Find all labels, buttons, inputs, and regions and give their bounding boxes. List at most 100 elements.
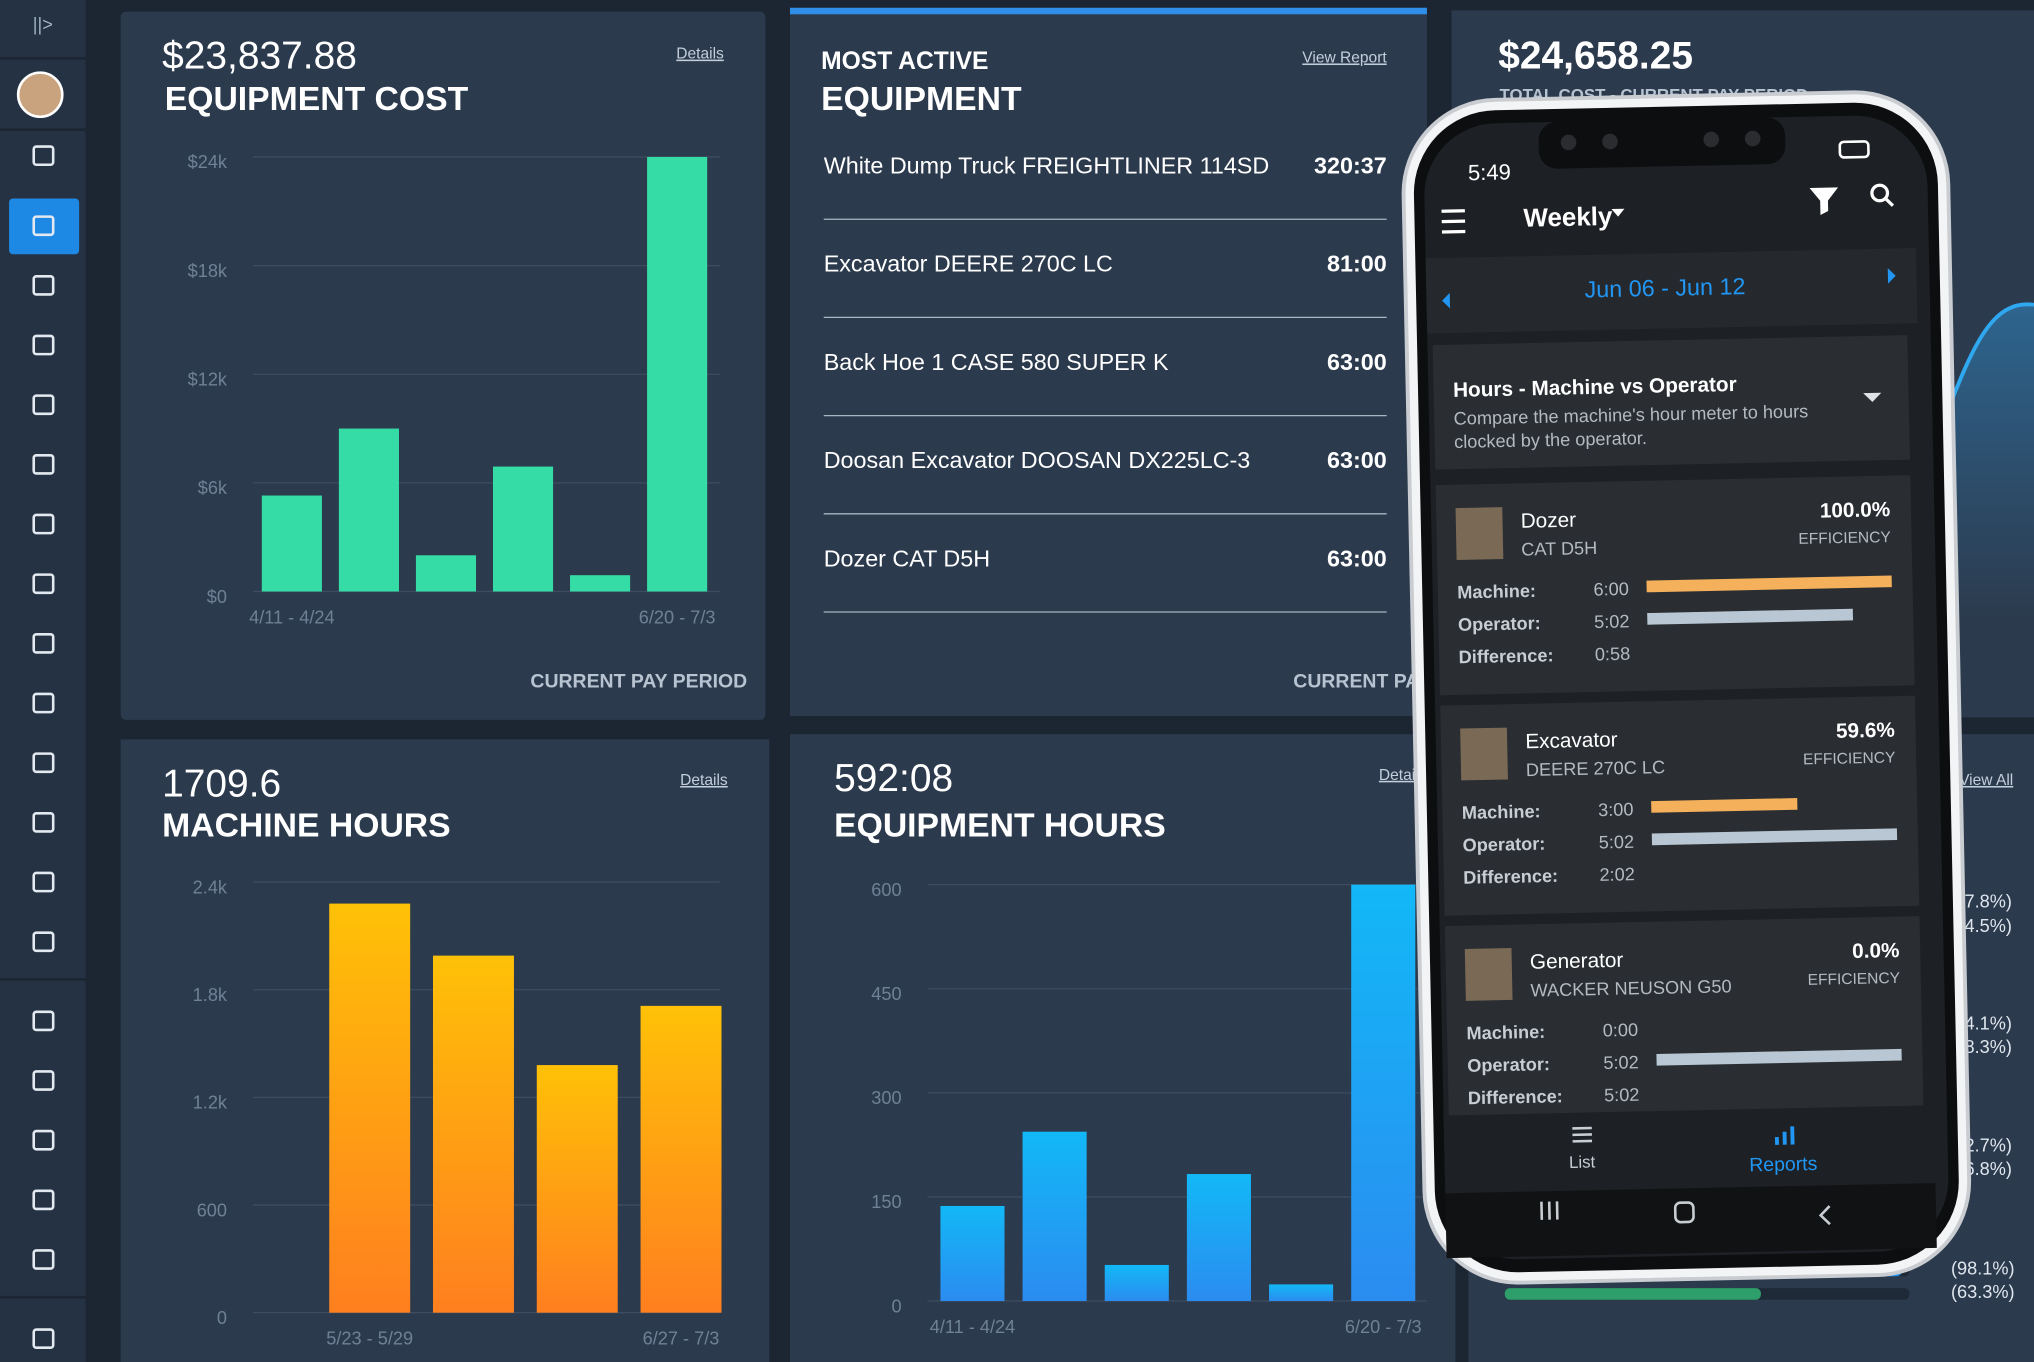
card-value: $23,837.88	[162, 35, 357, 78]
bar	[536, 1065, 618, 1313]
bar	[640, 1005, 722, 1313]
item-thumb	[1460, 727, 1508, 781]
row-label: Difference:	[1458, 645, 1553, 667]
active-item[interactable]	[9, 198, 80, 255]
nav-icon[interactable]	[32, 1328, 55, 1350]
nav-icon[interactable]	[32, 752, 55, 774]
equipment-name: Doosan Excavator DOOSAN DX225LC-3	[824, 447, 1251, 473]
y-tick-label: $6k	[198, 478, 228, 498]
nav-icon[interactable]	[32, 871, 55, 893]
y-tick-label: 600	[871, 880, 901, 900]
back-button[interactable]	[1818, 1205, 1831, 1226]
card-value: $24,658.25	[1498, 35, 1693, 78]
y-tick-label: 2.4k	[193, 877, 228, 897]
row-label: Operator:	[1462, 834, 1545, 856]
card-link[interactable]: Details	[676, 46, 724, 63]
date-bar	[1425, 248, 1918, 334]
nav-icon[interactable]	[32, 692, 55, 714]
row-label: Operator:	[1467, 1054, 1550, 1076]
y-tick-label: $0	[207, 587, 227, 607]
row-label: Machine:	[1466, 1022, 1545, 1044]
bar	[647, 156, 708, 592]
bar	[261, 495, 322, 592]
bar	[1104, 1264, 1169, 1302]
nav-icon[interactable]	[32, 633, 55, 654]
equipment-name: Back Hoe 1 CASE 580 SUPER K	[824, 349, 1169, 375]
card-title: MACHINE HOURS	[162, 806, 451, 844]
row-value: 5:02	[1604, 1085, 1640, 1106]
item-thumb	[1455, 507, 1504, 560]
nav-label[interactable]: Reports	[1749, 1153, 1818, 1176]
nav-icon[interactable]	[32, 334, 55, 356]
x-tick-label: 6/20 - 7/3	[639, 608, 716, 628]
row-value: 0:00	[1603, 1020, 1639, 1041]
reports-icon	[1782, 1131, 1787, 1145]
y-tick-label: 0	[217, 1308, 227, 1328]
item-model: WACKER NEUSON G50	[1530, 976, 1731, 1000]
bar	[329, 903, 411, 1313]
next-arrow[interactable]	[1887, 268, 1896, 284]
card-title: EQUIPMENT COST	[165, 80, 469, 118]
nav-icon[interactable]	[32, 931, 55, 953]
nav-icon[interactable]	[32, 1189, 55, 1211]
card-link[interactable]: View Report	[1302, 49, 1387, 66]
nav-icon[interactable]	[32, 215, 55, 237]
bar	[492, 466, 554, 592]
nav-icon[interactable]	[32, 454, 55, 475]
report-desc: clocked by the operator.	[1454, 428, 1647, 452]
nav-icon[interactable]	[32, 1129, 55, 1151]
date-range: Jun 06 - Jun 12	[1584, 273, 1745, 302]
bar	[433, 955, 514, 1313]
item-name: Dozer	[1520, 509, 1576, 533]
bar	[415, 555, 477, 592]
y-tick-label: 600	[197, 1200, 227, 1220]
battery-icon	[1838, 140, 1870, 159]
card-link[interactable]: Details	[680, 772, 728, 789]
nav-icon[interactable]	[32, 394, 55, 416]
nav-icon[interactable]	[32, 145, 55, 167]
row-value: 0:58	[1595, 644, 1631, 665]
nav-icon[interactable]	[32, 513, 55, 535]
x-tick-label: 5/23 - 5/29	[326, 1329, 413, 1349]
prev-arrow[interactable]	[1442, 292, 1451, 309]
nav-icon[interactable]	[32, 1249, 55, 1270]
equipment-name: Excavator DEERE 270C LC	[824, 251, 1113, 277]
collapse-icon[interactable]: ||>	[33, 15, 53, 35]
card-link[interactable]: View All	[1959, 772, 2013, 789]
equipment-hours: 320:37	[1314, 153, 1387, 179]
equipment-hours: 63:00	[1327, 349, 1387, 375]
equipment-name: White Dump Truck FREIGHTLINER 114SD	[824, 153, 1270, 179]
item-model: CAT D5H	[1521, 538, 1597, 560]
home-button[interactable]	[1673, 1201, 1695, 1224]
progress-label: (63.3%)	[1951, 1282, 2015, 1302]
row-value: 2:02	[1599, 864, 1635, 885]
item-name: Excavator	[1525, 728, 1618, 753]
y-tick-label: $24k	[188, 152, 228, 172]
y-tick-label: 1.8k	[193, 985, 228, 1005]
nav-icon[interactable]	[32, 573, 55, 595]
avatar[interactable]	[16, 71, 64, 119]
card	[789, 734, 1456, 1362]
nav-label[interactable]: List	[1569, 1152, 1596, 1172]
hours-bar	[1646, 575, 1892, 593]
nav-icon[interactable]	[32, 1070, 55, 1091]
phone-notch	[1538, 117, 1786, 169]
progress-label: (98.1%)	[1951, 1259, 2015, 1279]
hours-bar	[1647, 608, 1854, 625]
bar	[338, 428, 399, 592]
nav-icon[interactable]	[32, 1010, 55, 1032]
nav-icon[interactable]	[32, 812, 55, 833]
search-icon[interactable]	[1870, 183, 1890, 203]
nav-icon[interactable]	[32, 274, 55, 296]
row-label: Difference:	[1468, 1086, 1563, 1108]
card-title: EQUIPMENT HOURS	[834, 806, 1166, 844]
filter-icon[interactable]	[1809, 187, 1839, 216]
view-selector[interactable]: Weekly	[1523, 203, 1613, 233]
row-label: Difference:	[1463, 866, 1558, 888]
dropdown-caret[interactable]	[1863, 392, 1882, 403]
equipment-hours: 81:00	[1327, 251, 1387, 277]
report-card	[1432, 335, 1910, 470]
card-value: 1709.6	[162, 762, 281, 805]
